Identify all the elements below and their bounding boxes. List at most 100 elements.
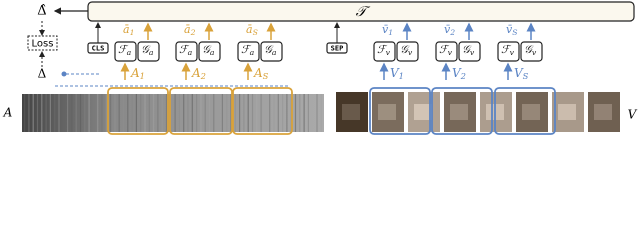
video-frame-detail [414, 104, 432, 120]
video-frame-detail [450, 104, 468, 120]
spectrogram-stripe [234, 94, 236, 132]
encoder-f-label: ℱv [377, 43, 391, 57]
spectrogram-stripe [273, 94, 275, 132]
spectrogram-stripe [122, 94, 125, 132]
encoder-g-label: 𝒢a [202, 43, 215, 57]
encoder-f-label-base: ℱ [377, 43, 388, 56]
encoder-input-sub: S [523, 71, 529, 81]
encoder-f-label-sub: a [250, 48, 255, 57]
encoder-output-base: v̄ [444, 23, 451, 36]
spectrogram-stripe [161, 94, 163, 132]
target-dot [61, 71, 67, 77]
encoder-g-label: 𝒢a [141, 43, 154, 57]
spectrogram-stripe [269, 94, 271, 132]
encoder-g-label-base: 𝒢 [264, 43, 274, 56]
encoder-input-base: A [130, 66, 140, 80]
encoder-g-label: 𝒢v [524, 43, 537, 57]
spectrogram-stripe [243, 94, 245, 132]
spectrogram-stripe [157, 94, 159, 132]
encoder-f-box [237, 41, 260, 62]
encoder-f-label: ℱv [501, 43, 515, 57]
spectrogram-stripe [75, 94, 77, 132]
encoder-g-label: 𝒢v [400, 43, 413, 57]
spectrogram-stripe [49, 94, 51, 132]
spectrogram-stripe [28, 94, 30, 132]
encoder-input-sub: 1 [399, 71, 404, 81]
spectrogram-stripe [294, 94, 297, 132]
encoder-f-label-base: ℱ [241, 43, 252, 56]
spectrogram-stripe [187, 94, 189, 132]
encoder-output-sub: 1 [388, 28, 393, 37]
encoder-g-box [137, 41, 160, 62]
encoder-output-sub: 2 [449, 28, 455, 37]
encoder-f-label-sub: a [127, 48, 132, 57]
encoder-g-label-sub: v [470, 48, 475, 57]
spectrogram-stripe [191, 94, 193, 132]
encoder-f-label: ℱa [118, 43, 132, 57]
encoder-output-sub: S [512, 28, 517, 37]
video-frame-detail [378, 104, 396, 120]
encoder-g-box [520, 41, 543, 62]
spectrogram-stripe [282, 94, 284, 132]
video-frame-detail [342, 104, 360, 120]
spectrogram-stripe [178, 94, 180, 132]
encoder-f-box [497, 41, 520, 62]
encoder-f-label-sub: v [386, 48, 391, 57]
encoder-g-label: 𝒢v [462, 43, 475, 57]
spectrogram-stripe [226, 94, 228, 132]
encoder-g-box [458, 41, 481, 62]
encoder-g-box [260, 41, 283, 62]
segment-box [494, 87, 556, 135]
encoder-output: v̄1 [382, 23, 393, 37]
spectrogram-stripe [36, 94, 39, 132]
encoder-f-box [175, 41, 198, 62]
spectrogram-stripe [264, 94, 266, 132]
spectrogram-stripe [303, 94, 305, 132]
spectrogram-stripe [183, 94, 185, 132]
segment-box [431, 87, 493, 135]
encoder-input-base: V [390, 66, 400, 80]
spectrogram-stripe [131, 94, 133, 132]
spectrogram-stripe [286, 94, 288, 132]
spectrogram-stripe [84, 94, 86, 132]
encoder-g-box [396, 41, 419, 62]
encoder-input-base: A [253, 66, 263, 80]
encoder-g-label-base: 𝒢 [524, 43, 534, 56]
spectrogram-stripe [92, 94, 94, 132]
encoder-input: VS [514, 66, 529, 81]
segment-box [369, 87, 431, 135]
encoder-input-sub: 1 [140, 71, 145, 81]
spectrogram-stripe [204, 94, 206, 132]
encoder-f-box [435, 41, 458, 62]
spectrogram-stripe [127, 94, 129, 132]
spectrogram-stripe [312, 94, 314, 132]
encoder-input: A2 [191, 66, 206, 81]
spectrogram-stripe [213, 94, 215, 132]
spectrogram-stripe [174, 94, 176, 132]
spectrogram-stripe [316, 94, 318, 132]
spectrogram-stripe [196, 94, 198, 132]
spectrogram-stripe [144, 94, 146, 132]
segment-box [169, 87, 233, 135]
encoder-f-label: ℱv [439, 43, 453, 57]
segment-box [107, 87, 169, 135]
audio-label: A [3, 106, 13, 120]
spectrogram-stripe [45, 94, 47, 132]
encoder-output-base: v̄ [506, 23, 513, 36]
segment-box [232, 87, 293, 135]
encoder-g-label-base: 𝒢 [462, 43, 472, 56]
spectrogram-stripe [97, 94, 99, 132]
spectrogram-stripe [239, 94, 241, 132]
spectrogram-stripe [256, 94, 258, 132]
encoder-output-base: ā [123, 23, 130, 36]
encoder-f-label-sub: v [448, 48, 453, 57]
encoder-g-box [198, 41, 221, 62]
encoder-input: V1 [390, 66, 404, 81]
spectrogram-stripe [140, 94, 142, 132]
encoder-input-sub: S [263, 71, 269, 81]
encoder-g-label-sub: a [149, 48, 154, 57]
encoder-f-label: ℱa [241, 43, 255, 57]
encoder-g-label-base: 𝒢 [202, 43, 212, 56]
spectrogram-stripe [135, 94, 137, 132]
